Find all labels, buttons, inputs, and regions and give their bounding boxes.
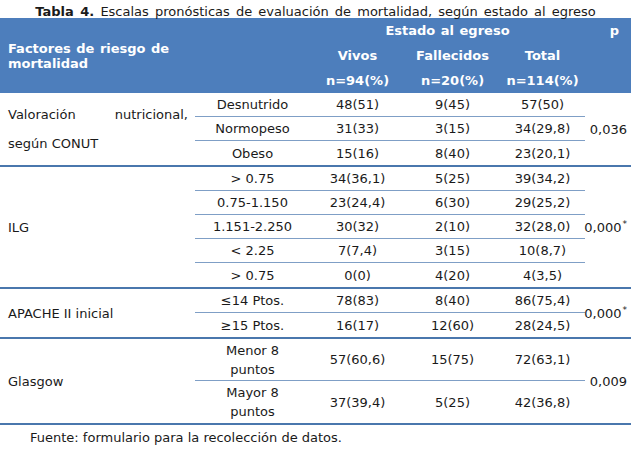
p-significance-asterisk: * — [623, 306, 628, 315]
header-estado-al-egreso: Estado al egreso — [310, 23, 585, 38]
subcategory-cell: Mayor 8puntos — [195, 381, 310, 423]
fallecidos-value-cell: 12(60) — [405, 313, 500, 337]
total-value-cell: 10(8,7) — [500, 239, 585, 263]
subcategory-cell: 0.75-1.150 — [195, 191, 310, 215]
total-value-cell: 28(24,5) — [500, 313, 585, 337]
column-header-vivos: Vivos — [310, 48, 405, 63]
subcategory-cell: > 0.75 — [195, 167, 310, 191]
fallecidos-value-cell: 2(10) — [405, 215, 500, 239]
total-value-cell: 32(28,0) — [500, 215, 585, 239]
p-value-cell: 0,000* — [585, 289, 631, 337]
column-n-total: n=114(%) — [500, 73, 585, 88]
subcategory-cell: Obeso — [195, 141, 310, 165]
total-value-cell: 86(75,4) — [500, 289, 585, 313]
vivos-value-cell: 31(33) — [310, 117, 405, 141]
vivos-value-cell: 78(83) — [310, 289, 405, 313]
column-header-fallecidos: Fallecidos — [405, 48, 500, 63]
vivos-value-cell: 48(51) — [310, 93, 405, 117]
column-n-vivos: n=94(%) — [310, 73, 405, 88]
subcategory-cell: ≤14 Ptos. — [195, 289, 310, 313]
subcategory-cell: Menor 8puntos — [195, 339, 310, 381]
fallecidos-value-cell: 3(15) — [405, 239, 500, 263]
total-value-cell: 42(36,8) — [500, 381, 585, 423]
total-value-cell: 57(50) — [500, 93, 585, 117]
table-header: Estado al egreso p Factores de riesgo de… — [0, 18, 631, 93]
factor-label: ILG — [0, 213, 188, 242]
factor-group: Valoración nutricional, según CONUT Desnu… — [0, 93, 631, 167]
p-value: 0,000 — [584, 220, 621, 235]
table-number: Tabla 4. — [35, 4, 94, 19]
subcategory-cell: > 0.75 — [195, 263, 310, 287]
vivos-value-cell: 0(0) — [310, 263, 405, 287]
total-value-cell: 39(34,2) — [500, 167, 585, 191]
factor-label: APACHE II inicial — [0, 299, 188, 328]
factor-label: Valoración nutricional, según CONUT — [0, 100, 188, 158]
p-value: 0,036 — [590, 122, 627, 137]
subcategory-cell: Normopeso — [195, 117, 310, 141]
p-value-cell: 0,000* — [585, 167, 631, 287]
p-significance-asterisk: * — [623, 220, 628, 229]
header-p-column: p — [585, 23, 631, 38]
p-value: 0,009 — [590, 374, 627, 389]
subcategory-line: Mayor 8 — [226, 383, 279, 402]
fallecidos-value-cell: 4(20) — [405, 263, 500, 287]
factor-label: Glasgow — [0, 367, 188, 396]
p-value-cell: 0,036 — [585, 93, 631, 165]
p-value-cell: 0,009 — [585, 339, 631, 423]
fallecidos-value-cell: 9(45) — [405, 93, 500, 117]
factor-group: APACHE II inicial ≤14 Ptos.78(83)8(40)86(… — [0, 289, 631, 339]
vivos-value-cell: 7(7,4) — [310, 239, 405, 263]
table-body: Valoración nutricional, según CONUT Desnu… — [0, 93, 631, 425]
source-note: Fuente: formulario para la recolección d… — [30, 430, 631, 445]
fallecidos-value-cell: 8(40) — [405, 141, 500, 165]
header-row-label: Factores de riesgo de mortalidad — [0, 41, 195, 71]
vivos-value-cell: 15(16) — [310, 141, 405, 165]
fallecidos-value-cell: 3(15) — [405, 117, 500, 141]
fallecidos-value-cell: 6(30) — [405, 191, 500, 215]
total-value-cell: 4(3,5) — [500, 263, 585, 287]
factor-group: ILG> 0.7534(36,1)5(25)39(34,2)0.75-1.150… — [0, 167, 631, 289]
total-value-cell: 72(63,1) — [500, 339, 585, 381]
vivos-value-cell: 57(60,6) — [310, 339, 405, 381]
fallecidos-value-cell: 5(25) — [405, 167, 500, 191]
fallecidos-value-cell: 15(75) — [405, 339, 500, 381]
page: Tabla 4. Escalas pronósticas de evaluaci… — [0, 0, 631, 463]
p-value: 0,000 — [584, 306, 621, 321]
vivos-value-cell: 23(24,4) — [310, 191, 405, 215]
fallecidos-value-cell: 5(25) — [405, 381, 500, 423]
subcategory-cell: 1.151-2.250 — [195, 215, 310, 239]
vivos-value-cell: 16(17) — [310, 313, 405, 337]
subcategory-line: puntos — [230, 360, 275, 379]
subcategory-cell: < 2.25 — [195, 239, 310, 263]
subcategory-cell: ≥15 Ptos. — [195, 313, 310, 337]
total-value-cell: 23(20,1) — [500, 141, 585, 165]
vivos-value-cell: 34(36,1) — [310, 167, 405, 191]
total-value-cell: 29(25,2) — [500, 191, 585, 215]
factor-group: GlasgowMenor 8puntos57(60,6)15(75)72(63,… — [0, 339, 631, 425]
column-header-total: Total — [500, 48, 585, 63]
subcategory-line: puntos — [230, 402, 275, 421]
table-title-text: Escalas pronósticas de evaluación de mor… — [100, 4, 595, 19]
table-title: Tabla 4. Escalas pronósticas de evaluaci… — [0, 0, 631, 18]
subcategory-cell: Desnutrido — [195, 93, 310, 117]
total-value-cell: 34(29,8) — [500, 117, 585, 141]
vivos-value-cell: 37(39,4) — [310, 381, 405, 423]
vivos-value-cell: 30(32) — [310, 215, 405, 239]
subcategory-line: Menor 8 — [226, 341, 279, 360]
fallecidos-value-cell: 8(40) — [405, 289, 500, 313]
column-n-fallecidos: n=20(%) — [405, 73, 500, 88]
